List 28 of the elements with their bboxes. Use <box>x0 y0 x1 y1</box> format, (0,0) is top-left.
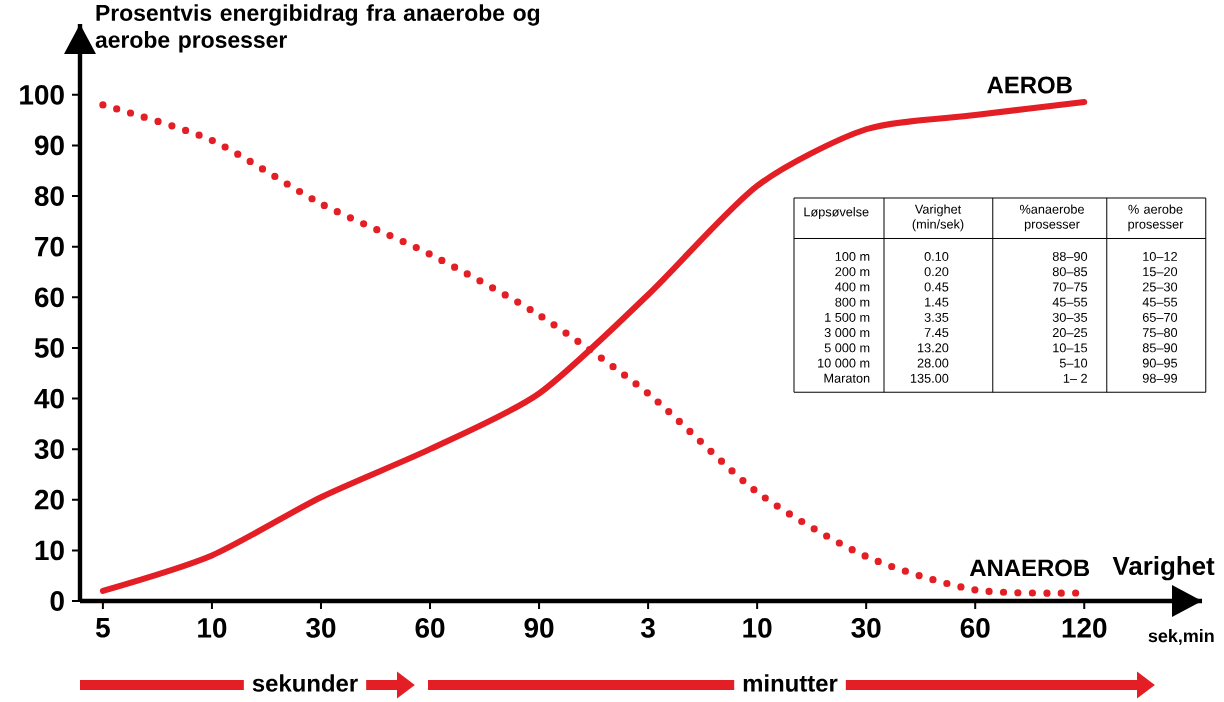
x-tick-label: 3 <box>640 618 655 638</box>
y-tick-label: 60 <box>34 287 64 308</box>
series-label: ANAEROB <box>969 559 1090 577</box>
text: sek,min <box>1148 629 1214 645</box>
y-tick-label: 70 <box>35 236 64 257</box>
x-tick-label: 10 <box>743 618 772 638</box>
x-tick-label: 60 <box>415 618 445 638</box>
x-tick-label: 120 <box>1062 618 1107 638</box>
x-axis-title: Varighet <box>1112 556 1215 581</box>
series-label: AEROB <box>987 76 1072 94</box>
x-tick-label: 90 <box>524 618 554 638</box>
y-tick-label: 80 <box>34 186 64 206</box>
y-tick-label: 40 <box>34 388 64 409</box>
y-tick-label: 10 <box>35 540 64 561</box>
text: minutter <box>743 674 838 692</box>
y-tick-label: 50 <box>34 338 64 358</box>
y-axis-title: Prosentvis energibidrag fra anaerobe og aerobe prosesser <box>95 4 540 53</box>
y-tick-label: 100 <box>20 84 64 105</box>
text: sekunder <box>252 674 358 692</box>
x-tick-label: 5 <box>95 618 110 638</box>
x-tick-label: 30 <box>851 618 881 638</box>
y-tick-label: 90 <box>34 135 64 156</box>
y-tick-label: 0 <box>50 591 64 611</box>
y-tick-label: 20 <box>34 489 64 510</box>
x-tick-label: 60 <box>960 618 990 638</box>
x-tick-label: 30 <box>306 618 336 638</box>
x-tick-label: 10 <box>198 618 227 638</box>
y-tick-label: 30 <box>34 439 64 460</box>
